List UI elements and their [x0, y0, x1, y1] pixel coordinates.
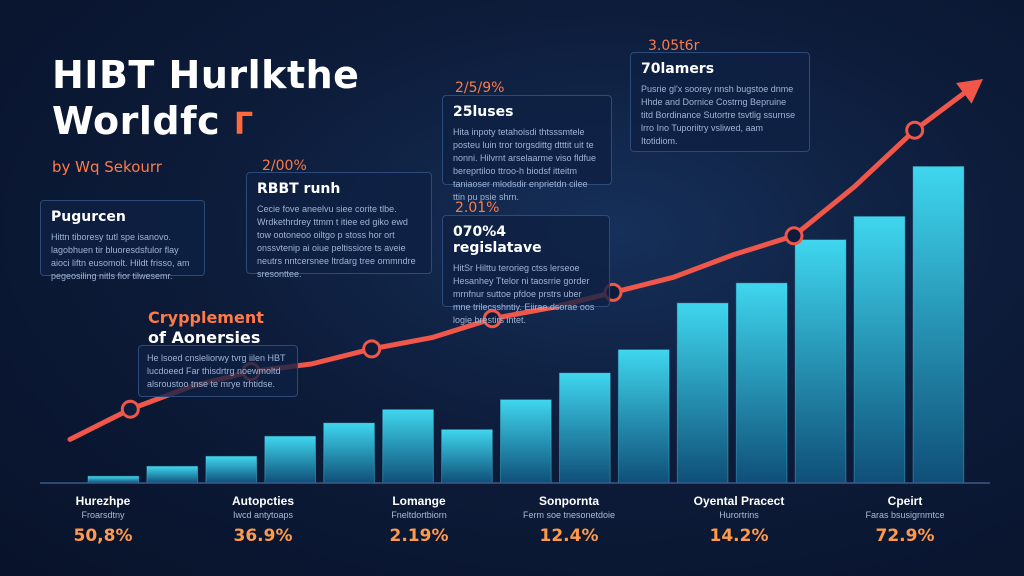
trend-point — [120, 399, 140, 419]
callout-heading: RBBT runh — [257, 181, 341, 197]
category-name: Lomange — [392, 494, 446, 508]
category-value: 36.9% — [233, 526, 293, 546]
bar — [382, 409, 434, 484]
category-value: 12.4% — [539, 526, 599, 546]
category-label: Autopcties Iwcd antytoaps 36.9% — [188, 494, 338, 546]
trend-point — [784, 226, 804, 246]
callout-text: He lsoed cnsleliorwy tvrg iilen HBT lucd… — [147, 353, 286, 389]
section-heading-line-2: of Aonersies — [148, 328, 261, 347]
category-name: Oyental Pracect — [693, 494, 785, 508]
callout-box: 070%4 regislatave HitSr Hilttu terorieg … — [442, 215, 610, 325]
callout-percent: 2.01% — [455, 200, 500, 216]
section-heading: Crypplement of Aonersies — [148, 308, 308, 348]
category-sub: Hurortrins — [719, 510, 759, 520]
category-label: Lomange Fneltdortbiorn 2.19% — [344, 494, 494, 546]
byline: by Wq Sekourr — [52, 158, 162, 176]
category-sub: Froarsdtny — [81, 510, 125, 520]
title-mark: Γ — [233, 107, 254, 142]
callout-percent: 3.05t6r — [648, 38, 700, 54]
category-label: Oyental Pracect Hurortrins 14.2% — [664, 494, 814, 546]
bar — [264, 435, 316, 484]
category-sub: Iwcd antytoaps — [232, 510, 294, 520]
bar — [323, 422, 375, 484]
callout-text: Cecie fove aneelvu siee corite tlbe. Wrd… — [257, 204, 416, 279]
bar — [500, 399, 552, 484]
category-label: Cpeirt Faras bsusigrnmtce 72.9% — [830, 494, 980, 546]
bar — [146, 465, 199, 484]
category-value: 2.19% — [389, 526, 449, 546]
title-line-2: Worldfc — [52, 99, 221, 143]
category-value: 72.9% — [875, 526, 935, 546]
callout-percent: 2/00% — [262, 158, 307, 174]
bar — [794, 239, 847, 484]
callout-text: Pusrie gl'x soorey nnsh bugstoe dnme Hhd… — [641, 84, 796, 146]
category-value: 50,8% — [73, 526, 133, 546]
category-name: Autopcties — [231, 494, 294, 508]
category-label: Sonpornta Ferm soe tnesonetdoie 12.4% — [494, 494, 644, 546]
bar-series — [87, 166, 965, 484]
bar — [441, 429, 493, 484]
bar — [735, 282, 788, 484]
callout-heading: 70lamers — [641, 61, 715, 77]
callout-heading: 25luses — [453, 104, 514, 120]
category-name: Hurezhpe — [75, 494, 131, 508]
category-sub: Fneltdortbiorn — [391, 510, 447, 520]
category-name: Cpeirt — [887, 494, 923, 508]
trend-point — [905, 120, 925, 140]
callout-percent: 2/5/9% — [455, 80, 505, 96]
callout-text: Hita inpoty tetahoisdi thtsssmtele poste… — [453, 127, 597, 202]
callout-text: HitSr Hilttu terorieg ctss lerseoe Hesan… — [453, 263, 595, 325]
callout-box: 70lamers Pusrie gl'x soorey nnsh bugstoe… — [630, 52, 810, 152]
title-line-1: HIBT Hurlkthe — [52, 53, 360, 97]
callout-text: Hittn tiboresy tutl spe isanovo. lagobhu… — [51, 232, 190, 281]
category-label: Hurezhpe Froarsdtny 50,8% — [28, 494, 178, 546]
bar — [676, 302, 729, 484]
callout-heading: 070%4 regislatave — [453, 224, 542, 256]
bar — [853, 216, 906, 484]
bar — [559, 372, 611, 484]
bar — [617, 349, 670, 484]
trend-point — [482, 309, 502, 329]
callout-heading: Pugurcen — [51, 209, 126, 225]
callout-box: He lsoed cnsleliorwy tvrg iilen HBT lucd… — [138, 345, 298, 397]
callout-box: RBBT runh Cecie fove aneelvu siee corite… — [246, 172, 432, 279]
bar — [87, 475, 140, 484]
callout-box: Pugurcen Hittn tiboresy tutl spe isanovo… — [40, 200, 205, 281]
bar — [912, 166, 965, 484]
trend-arrow-head — [956, 79, 983, 104]
trend-point — [362, 339, 382, 359]
category-value: 14.2% — [709, 526, 769, 546]
callout-box: 25luses Hita inpoty tetahoisdi thtsssmte… — [442, 95, 612, 202]
category-sub: Faras bsusigrnmtce — [865, 510, 945, 520]
section-heading-line-1: Crypplement — [148, 308, 264, 327]
bar — [205, 455, 258, 484]
category-sub: Ferm soe tnesonetdoie — [522, 510, 616, 520]
category-name: Sonpornta — [539, 494, 599, 508]
page-title: HIBT Hurlkthe Worldfc Γ — [52, 52, 372, 148]
